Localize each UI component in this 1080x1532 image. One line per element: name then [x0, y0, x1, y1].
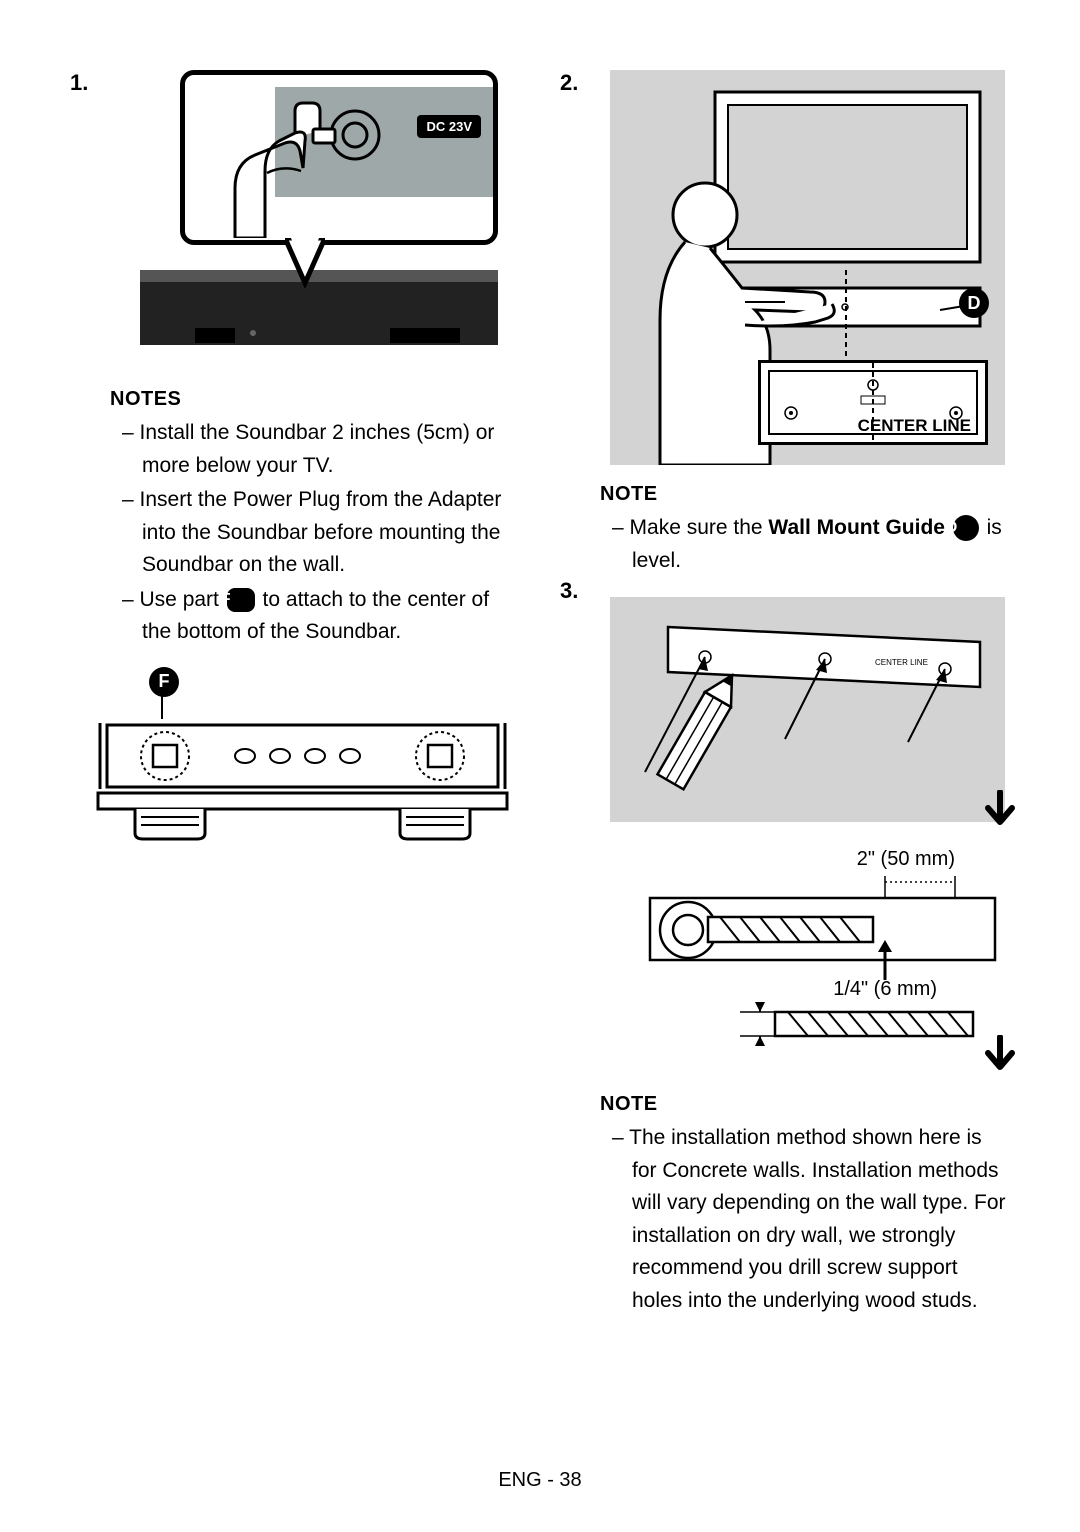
step-3-number: 3. [560, 578, 578, 604]
dc-23v-label: DC 23V [417, 115, 481, 138]
badge-d: D [959, 288, 989, 318]
note-item: Make sure the Wall Mount Guide D is leve… [628, 512, 1010, 577]
center-line-label: CENTER LINE [858, 416, 971, 436]
figure-soundbar-bottom: F [95, 667, 510, 847]
note-list-2: Make sure the Wall Mount Guide D is leve… [600, 512, 1010, 577]
notes-list-1: Install the Soundbar 2 inches (5cm) or m… [110, 417, 520, 649]
figure-2-wall-mount-guide: D CENTER LINE [610, 70, 1005, 465]
badge-f-inline: F [227, 588, 255, 612]
note-text: Make sure the [630, 516, 769, 539]
notes-heading-1: NOTES [110, 388, 520, 411]
note-item: The installation method shown here is fo… [628, 1122, 1010, 1317]
dim-quarter-in: 1/4" (6 mm) [833, 978, 937, 1001]
note-item: Insert the Power Plug from the Adapter i… [138, 484, 520, 582]
dim-2in: 2" (50 mm) [857, 848, 955, 871]
page-footer: ENG - 38 [0, 1469, 1080, 1492]
down-arrow-icon [984, 790, 1016, 839]
svg-text:CENTER LINE: CENTER LINE [875, 658, 928, 667]
badge-d-inline: D [953, 515, 979, 541]
figure-3a-mark-holes: CENTER LINE [610, 597, 1005, 822]
step-2-number: 2. [560, 70, 578, 96]
down-arrow-icon [984, 1035, 1016, 1084]
step-1-number: 1. [70, 70, 88, 96]
note-heading-3: NOTE [600, 1093, 1010, 1116]
figure-1-soundbar-power: DC 23V [140, 70, 500, 370]
note-heading-2: NOTE [600, 483, 1010, 506]
note-bold-text: Wall Mount Guide [768, 516, 950, 539]
figure-3b-drill-detail: 2" (50 mm) 1/4" (6 mm) [610, 850, 1005, 1075]
note-item: Install the Soundbar 2 inches (5cm) or m… [138, 417, 520, 482]
note-text: Use part [140, 588, 225, 611]
note-item: Use part F to attach to the center of th… [138, 584, 520, 649]
note-list-3: The installation method shown here is fo… [600, 1122, 1010, 1317]
badge-f: F [149, 667, 179, 697]
